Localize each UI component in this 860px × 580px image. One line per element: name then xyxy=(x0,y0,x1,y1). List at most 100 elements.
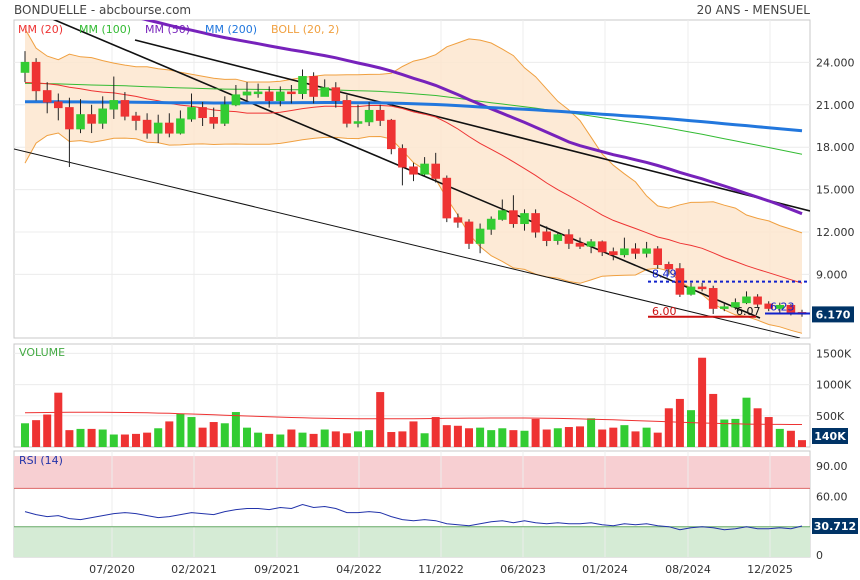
volume-bar xyxy=(698,357,707,447)
volume-bar xyxy=(287,429,296,447)
volume-bar xyxy=(753,408,762,447)
x-tick-label: 09/2021 xyxy=(254,563,300,576)
volume-bar xyxy=(298,432,307,447)
candle-body xyxy=(209,117,218,124)
volume-bar xyxy=(798,440,806,447)
candle-body xyxy=(564,234,574,244)
candle-body xyxy=(165,122,174,134)
legend: MM (20) MM (100) MM (50) MM (200) BOLL (20, … xyxy=(18,23,339,36)
candle-body xyxy=(176,118,185,134)
candle-body xyxy=(253,91,263,95)
volume-bar xyxy=(143,432,152,447)
volume-bar xyxy=(709,393,718,447)
volume-bar xyxy=(387,432,396,447)
legend-entry: MM (200) xyxy=(205,23,257,36)
candle-body xyxy=(664,264,674,270)
candle-body xyxy=(242,91,252,96)
volume-bar xyxy=(553,428,562,447)
rsi-y-tick-label: 60.00 xyxy=(816,490,848,503)
volume-bar xyxy=(76,428,85,447)
volume-bar xyxy=(653,432,662,447)
price-y-tick-label: 9.000 xyxy=(816,268,848,281)
price-panel-frame xyxy=(13,19,811,339)
volume-bar xyxy=(265,433,274,447)
candle-body xyxy=(642,248,651,254)
candle-body xyxy=(464,221,474,244)
volume-bar xyxy=(675,398,684,447)
candle-body xyxy=(520,213,529,225)
rsi-overbought-zone xyxy=(14,456,810,489)
candle-body xyxy=(131,115,141,121)
candle-body xyxy=(742,296,751,304)
candle-body xyxy=(298,76,307,94)
volume-bar xyxy=(431,417,440,447)
candle-body xyxy=(586,241,596,247)
volume-bar xyxy=(365,430,374,447)
bollinger-lower xyxy=(24,132,803,334)
candle-body xyxy=(331,87,341,102)
volume-bar xyxy=(564,427,573,447)
volume-bar xyxy=(187,417,196,447)
candle-body xyxy=(764,303,774,309)
last-rsi-badge xyxy=(812,517,858,534)
candle-body xyxy=(431,163,440,179)
candle-body xyxy=(264,91,274,102)
volume-bar xyxy=(254,432,263,447)
volume-bar xyxy=(598,429,607,447)
candle-body xyxy=(453,217,463,223)
volume-bar xyxy=(98,429,107,447)
rsi-y-tick-label: 0 xyxy=(816,549,823,562)
candle-body xyxy=(775,304,785,309)
candle-body xyxy=(686,286,696,295)
volume-bar xyxy=(742,397,751,447)
volume-bar xyxy=(32,420,41,447)
candle-body xyxy=(731,302,740,308)
volume-bar xyxy=(165,421,174,447)
candle-body xyxy=(309,76,318,97)
volume-bar xyxy=(21,423,29,447)
x-tick-label: 12/2025 xyxy=(747,563,793,576)
legend-entry: MM (100) xyxy=(79,23,131,36)
candle-body xyxy=(375,109,385,121)
last-price-value: 6.170 xyxy=(816,308,851,321)
candle-body xyxy=(475,228,485,244)
trendline-1 xyxy=(134,39,810,212)
candle-body xyxy=(597,241,607,253)
volume-bar xyxy=(398,431,407,447)
price-y-tick-label: 15.000 xyxy=(816,184,855,197)
volume-bar xyxy=(320,429,329,447)
candle-body xyxy=(31,61,41,92)
candle-body xyxy=(42,90,52,103)
price-y-tick-label: 21.000 xyxy=(816,99,855,112)
mm20-line xyxy=(24,82,803,284)
bollinger-upper xyxy=(24,28,803,234)
volume-bar xyxy=(442,425,451,447)
volume-bar xyxy=(509,430,518,447)
rsi-series: 30.712 xyxy=(24,503,858,534)
volume-bar xyxy=(775,428,784,447)
volume-bar xyxy=(409,421,418,447)
level-label-623: 6.23 xyxy=(770,301,795,314)
candle-body xyxy=(631,248,640,254)
candle-body xyxy=(276,91,285,102)
volume-bar xyxy=(309,433,318,447)
volume-bar xyxy=(642,427,651,447)
volume-bar xyxy=(531,418,540,447)
volume-label: VOLUME xyxy=(19,346,65,359)
volume-bar xyxy=(154,428,163,447)
rsi-y-tick-label: 90.00 xyxy=(816,460,848,473)
x-tick-label: 01/2024 xyxy=(582,563,628,576)
axis-labels: 07/2020 02/2021 09/2021 04/2022 11/2022 06/20… xyxy=(89,56,854,576)
x-tick-label: 11/2022 xyxy=(418,563,464,576)
volume-bars: 140K xyxy=(21,357,848,447)
volume-bar xyxy=(243,427,251,447)
candle-body xyxy=(364,109,374,123)
candle-body xyxy=(220,104,230,124)
volume-bar xyxy=(620,425,629,447)
trend-lines xyxy=(14,20,810,338)
volume-bar xyxy=(120,434,129,447)
legend-entry: MM (50) xyxy=(145,23,190,36)
candle-body xyxy=(320,87,329,97)
candle-body xyxy=(120,100,130,117)
volume-bar xyxy=(198,427,207,447)
